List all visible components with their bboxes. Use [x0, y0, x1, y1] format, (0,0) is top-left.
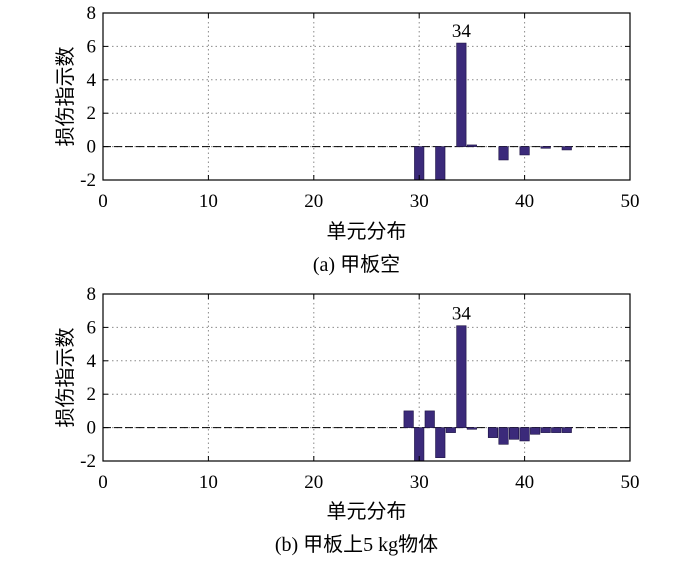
bar	[551, 427, 562, 433]
bar	[456, 325, 467, 428]
bar	[414, 146, 425, 181]
y-tick-label: 2	[87, 103, 97, 124]
y-tick-label: 0	[87, 137, 97, 158]
x-tick-label: 10	[199, 472, 218, 493]
bar	[435, 427, 446, 458]
bar	[519, 146, 530, 156]
axes-frame	[102, 12, 631, 181]
bar	[561, 146, 572, 151]
bar	[466, 427, 477, 430]
bar	[561, 427, 572, 433]
x-tick-label: 20	[304, 472, 323, 493]
y-tick-label: 6	[87, 36, 97, 57]
bar	[456, 42, 467, 147]
bar	[403, 410, 414, 428]
y-tick-label: 8	[87, 284, 97, 305]
y-tick-label: 4	[87, 351, 97, 372]
bar	[519, 427, 530, 442]
y-tick-label: -2	[80, 451, 96, 472]
bar	[445, 427, 456, 433]
bar	[498, 427, 509, 445]
x-tick-label: 50	[621, 472, 640, 493]
x-tick-label: 40	[515, 191, 534, 212]
x-tick-label: 0	[98, 191, 108, 212]
x-tick-label: 10	[199, 191, 218, 212]
y-axis-title: 损伤指示数	[54, 47, 77, 147]
bar	[509, 427, 520, 440]
bar	[540, 427, 551, 433]
bar	[466, 144, 477, 147]
y-tick-label: 2	[87, 384, 97, 405]
panel-caption: (a) 甲板空	[313, 253, 400, 276]
bar	[487, 427, 499, 438]
x-axis-title: 单元分布	[327, 500, 407, 523]
x-tick-label: 40	[515, 472, 534, 493]
x-tick-label: 20	[304, 191, 323, 212]
x-tick-label: 30	[410, 472, 429, 493]
bar	[435, 146, 446, 181]
bar	[540, 146, 551, 149]
x-tick-label: 50	[621, 191, 640, 212]
y-tick-label: -2	[80, 170, 96, 191]
x-tick-label: 0	[98, 472, 108, 493]
x-tick-label: 30	[410, 191, 429, 212]
bar	[414, 427, 425, 462]
y-tick-label: 8	[87, 3, 97, 24]
y-axis-title: 损伤指示数	[54, 328, 77, 428]
peak-annotation: 34	[452, 21, 472, 42]
bar	[424, 410, 435, 428]
y-tick-label: 6	[87, 317, 97, 338]
bar	[530, 427, 541, 435]
y-tick-label: 0	[87, 418, 97, 439]
panel-caption: (b) 甲板上5 kg物体	[275, 533, 438, 556]
peak-annotation: 34	[452, 304, 472, 325]
y-tick-label: 4	[87, 70, 97, 91]
bar	[498, 146, 509, 161]
axes-frame	[102, 293, 631, 462]
x-axis-title: 单元分布	[327, 220, 407, 243]
